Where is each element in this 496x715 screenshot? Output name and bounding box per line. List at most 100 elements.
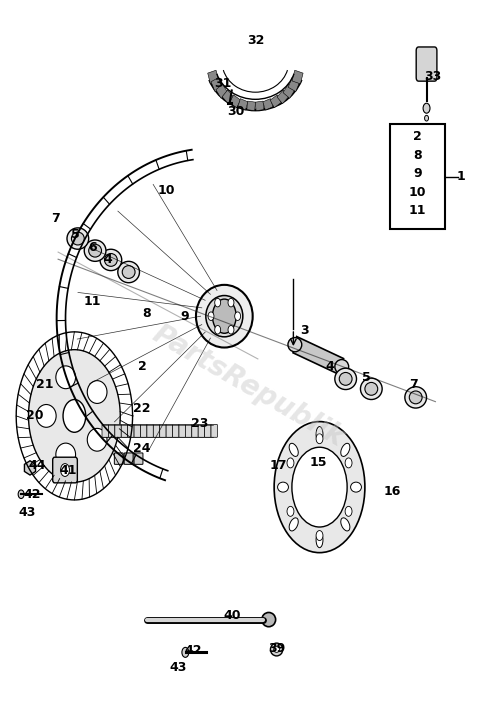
FancyBboxPatch shape	[102, 425, 109, 438]
Circle shape	[182, 647, 189, 657]
Circle shape	[215, 325, 221, 334]
Circle shape	[63, 400, 86, 433]
FancyBboxPatch shape	[204, 425, 211, 438]
Text: 10: 10	[409, 186, 427, 199]
FancyBboxPatch shape	[140, 425, 147, 438]
FancyBboxPatch shape	[115, 453, 123, 464]
Polygon shape	[292, 70, 303, 84]
Circle shape	[215, 298, 221, 307]
Circle shape	[425, 115, 429, 121]
Circle shape	[316, 434, 323, 444]
FancyBboxPatch shape	[53, 457, 77, 483]
Polygon shape	[28, 350, 120, 482]
Circle shape	[228, 298, 234, 307]
Text: 9: 9	[181, 310, 189, 323]
Polygon shape	[293, 337, 344, 375]
Text: 39: 39	[268, 641, 285, 655]
Text: 32: 32	[247, 34, 264, 47]
FancyBboxPatch shape	[121, 425, 127, 438]
Circle shape	[292, 448, 347, 527]
Ellipse shape	[262, 613, 276, 627]
FancyBboxPatch shape	[416, 47, 437, 82]
FancyBboxPatch shape	[115, 425, 121, 438]
Circle shape	[287, 458, 294, 468]
Polygon shape	[24, 460, 36, 475]
Ellipse shape	[270, 643, 283, 656]
Ellipse shape	[56, 443, 75, 466]
Text: 5: 5	[71, 229, 80, 242]
Text: 24: 24	[133, 442, 151, 455]
Circle shape	[208, 312, 214, 320]
FancyBboxPatch shape	[127, 425, 134, 438]
Polygon shape	[288, 77, 300, 92]
Ellipse shape	[274, 646, 280, 652]
Text: 17: 17	[270, 459, 287, 473]
Ellipse shape	[351, 482, 362, 492]
Ellipse shape	[56, 366, 75, 389]
Text: 1: 1	[457, 170, 465, 183]
Ellipse shape	[87, 428, 107, 451]
Polygon shape	[238, 99, 248, 110]
Ellipse shape	[89, 245, 102, 257]
Text: 9: 9	[413, 167, 422, 180]
Ellipse shape	[341, 518, 350, 531]
Ellipse shape	[122, 266, 135, 278]
Ellipse shape	[316, 427, 323, 443]
Ellipse shape	[36, 405, 56, 428]
Text: 42: 42	[23, 488, 41, 500]
FancyBboxPatch shape	[153, 425, 160, 438]
Ellipse shape	[339, 373, 352, 385]
Polygon shape	[222, 90, 234, 104]
Ellipse shape	[100, 250, 122, 270]
Polygon shape	[263, 99, 273, 110]
Ellipse shape	[405, 387, 427, 408]
Ellipse shape	[67, 228, 89, 250]
Text: 7: 7	[51, 212, 60, 225]
Text: 8: 8	[142, 307, 151, 320]
Text: 16: 16	[383, 485, 401, 498]
Polygon shape	[270, 95, 281, 108]
Circle shape	[345, 506, 352, 516]
Polygon shape	[208, 70, 219, 84]
Ellipse shape	[118, 262, 139, 282]
Text: 40: 40	[224, 609, 241, 622]
Text: 22: 22	[133, 403, 151, 415]
Text: PartsRepublik: PartsRepublik	[147, 320, 349, 453]
Polygon shape	[230, 95, 241, 108]
Text: 20: 20	[26, 410, 44, 423]
Circle shape	[316, 531, 323, 541]
FancyBboxPatch shape	[134, 453, 143, 464]
Text: 30: 30	[227, 105, 245, 118]
Ellipse shape	[335, 360, 349, 374]
FancyBboxPatch shape	[109, 425, 115, 438]
Circle shape	[235, 312, 241, 320]
Ellipse shape	[341, 443, 350, 456]
Circle shape	[287, 506, 294, 516]
FancyBboxPatch shape	[186, 425, 192, 438]
FancyBboxPatch shape	[147, 425, 153, 438]
Text: 6: 6	[88, 241, 97, 254]
FancyBboxPatch shape	[179, 425, 186, 438]
Text: 43: 43	[18, 506, 36, 519]
Text: 21: 21	[36, 378, 54, 391]
Circle shape	[228, 325, 234, 334]
Ellipse shape	[71, 232, 84, 245]
Text: 10: 10	[158, 184, 176, 197]
Circle shape	[18, 490, 24, 498]
FancyBboxPatch shape	[192, 425, 198, 438]
Ellipse shape	[196, 285, 252, 347]
Bar	[390, 124, 445, 230]
Circle shape	[274, 422, 365, 553]
Text: 4: 4	[103, 253, 112, 267]
Polygon shape	[283, 84, 295, 98]
Ellipse shape	[409, 391, 422, 404]
Text: 2: 2	[137, 360, 146, 373]
Ellipse shape	[365, 383, 378, 395]
Text: 8: 8	[413, 149, 422, 162]
Polygon shape	[247, 101, 255, 111]
Circle shape	[212, 299, 236, 333]
Text: 41: 41	[59, 463, 77, 476]
Text: 43: 43	[169, 661, 186, 674]
Ellipse shape	[87, 380, 107, 403]
Polygon shape	[216, 84, 228, 98]
